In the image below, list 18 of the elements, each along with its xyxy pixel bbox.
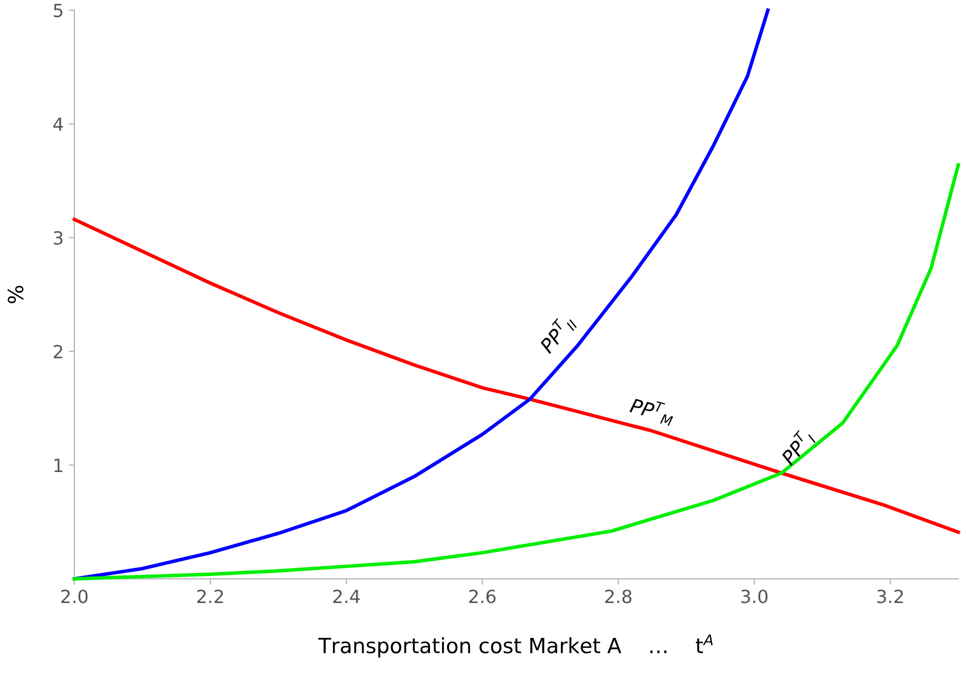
y-axis-title: % [8, 286, 24, 304]
x-axis-title: Transportation cost Market A … t$^{A}$ [318, 634, 713, 658]
text: PP$^{T}$$_{I}$ [778, 427, 817, 468]
x-tick-label: 2.2 [197, 590, 223, 603]
x-tick-label: 2.6 [469, 590, 496, 604]
line-series [72, 218, 960, 534]
x-tick-label: 2.0 [61, 590, 88, 604]
y-tick-label: 4 [53, 118, 63, 131]
text: PP$^{T}$$_{M}$ [628, 395, 676, 426]
text: PP$^{T}$$_{II}$ [536, 312, 578, 356]
y-tick-label: 3 [54, 231, 63, 245]
y-tick-label: 1 [54, 458, 62, 472]
y-tick-label: 2 [54, 344, 62, 358]
x-tick-label: 2.4 [333, 590, 360, 603]
x-tick-label: 3.2 [877, 590, 903, 604]
x-tick-label: 2.8 [605, 590, 632, 604]
y-tick-label: 5 [54, 4, 62, 18]
x-tick-label: 3.0 [741, 590, 768, 604]
